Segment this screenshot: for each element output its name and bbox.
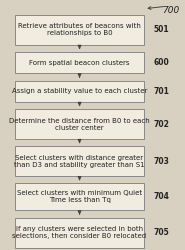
Text: 704: 704 [154,192,169,201]
Text: Form spatial beacon clusters: Form spatial beacon clusters [29,60,130,66]
Text: Select clusters with distance greater
than D3 and stability greater than S1: Select clusters with distance greater th… [14,155,145,168]
FancyBboxPatch shape [15,109,144,139]
Text: If any clusters were selected in both
selections, then consider B0 relocated: If any clusters were selected in both se… [13,226,147,239]
FancyBboxPatch shape [15,80,144,102]
Text: 600: 600 [154,58,169,67]
Text: 702: 702 [154,120,169,128]
Text: 501: 501 [154,26,169,35]
Text: Assign a stability value to each cluster: Assign a stability value to each cluster [12,88,147,94]
Text: 705: 705 [154,228,169,237]
Text: 700: 700 [162,6,179,15]
Text: Determine the distance from B0 to each
cluster center: Determine the distance from B0 to each c… [9,118,150,130]
FancyBboxPatch shape [15,146,144,176]
FancyBboxPatch shape [15,218,144,248]
FancyBboxPatch shape [15,15,144,45]
Text: Select clusters with minimum Quiet
Time less than Tq: Select clusters with minimum Quiet Time … [17,190,142,203]
Text: 703: 703 [154,157,169,166]
Text: 701: 701 [154,87,169,96]
FancyBboxPatch shape [15,52,144,74]
Text: Retrieve attributes of beacons with
relationships to B0: Retrieve attributes of beacons with rela… [18,24,141,36]
FancyBboxPatch shape [15,183,144,210]
